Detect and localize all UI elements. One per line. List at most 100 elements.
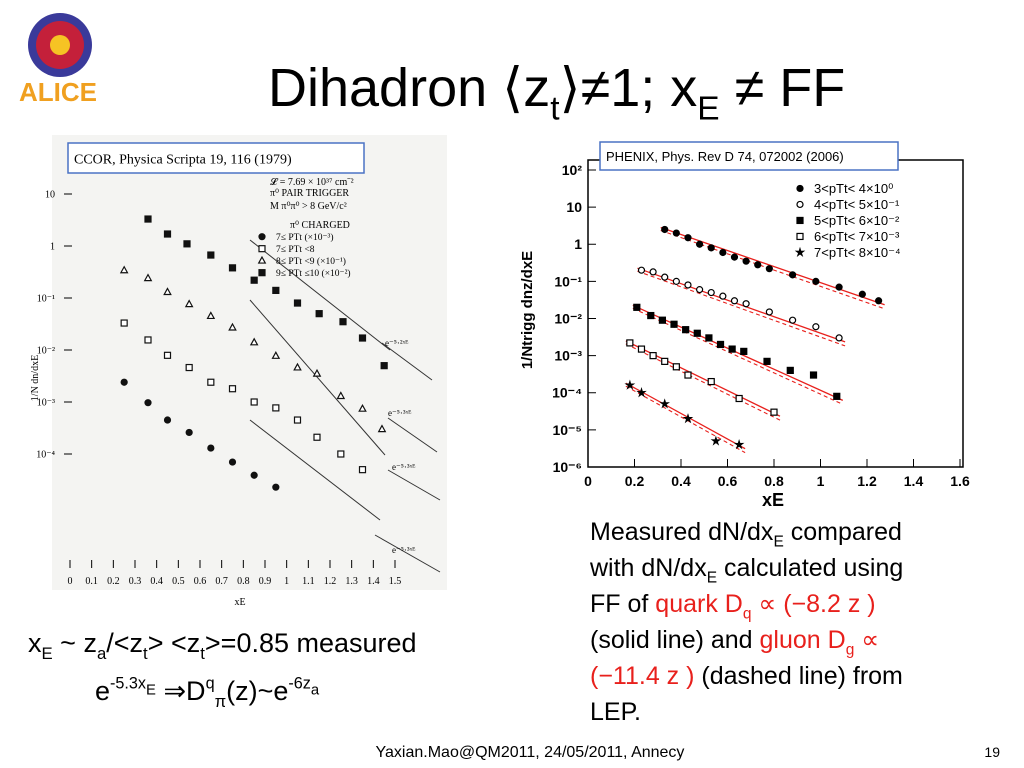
text-run: ⇒D bbox=[156, 676, 206, 706]
source-box bbox=[67, 142, 365, 174]
data-point bbox=[809, 371, 818, 379]
data-point bbox=[144, 336, 152, 344]
text-run: E bbox=[42, 644, 53, 663]
data-point bbox=[649, 268, 657, 276]
data-point bbox=[250, 398, 258, 406]
annotation: e⁻⁵·³ˣᴱ bbox=[392, 545, 416, 555]
legend-marker bbox=[796, 232, 804, 241]
fit-line bbox=[249, 299, 386, 456]
x-tick-label: 0.8 bbox=[764, 473, 784, 489]
data-point bbox=[633, 303, 641, 311]
text-run: (z)~e bbox=[226, 676, 288, 706]
y-tick-label: 10⁻¹ bbox=[37, 294, 55, 305]
data-point bbox=[250, 276, 258, 284]
data-point bbox=[707, 288, 715, 297]
fit-line bbox=[249, 419, 381, 521]
caption-line: with dN/dxE calculated using bbox=[589, 554, 903, 586]
data-point bbox=[875, 297, 883, 305]
x-tick-label: 1.2 bbox=[857, 473, 877, 489]
fit-line bbox=[249, 239, 391, 351]
fit-line bbox=[660, 226, 885, 306]
text-run: (dashed line) from bbox=[694, 662, 902, 690]
data-point bbox=[163, 416, 172, 424]
data-point bbox=[336, 391, 346, 400]
data-point bbox=[120, 319, 128, 327]
text-run: ∝ bbox=[854, 626, 879, 654]
data-point bbox=[250, 471, 258, 479]
data-point bbox=[716, 340, 725, 349]
fit-line bbox=[387, 417, 438, 453]
data-point bbox=[659, 398, 670, 409]
data-point bbox=[735, 394, 743, 403]
data-point bbox=[695, 286, 704, 294]
legend-label: 9≤ PTt ≤10 (×10⁻²) bbox=[276, 268, 351, 279]
legend-label: 5<pTt< 6×10⁻² bbox=[814, 213, 900, 228]
data-point bbox=[163, 351, 172, 359]
data-point bbox=[835, 334, 843, 342]
text-run: ⟩≠1; x bbox=[560, 58, 698, 118]
x-tick-label: 1.4 bbox=[367, 576, 380, 587]
data-point bbox=[672, 363, 680, 371]
data-point bbox=[658, 316, 667, 324]
x-tick-label: 0.5 bbox=[172, 576, 185, 587]
text-run: t bbox=[200, 644, 205, 663]
fit-line bbox=[387, 469, 441, 501]
data-point bbox=[337, 450, 345, 458]
legend-label: 7≤ PTt <8 bbox=[276, 245, 315, 255]
data-point bbox=[119, 265, 129, 274]
y-tick-label: 10⁻³ bbox=[554, 348, 582, 364]
data-point bbox=[684, 281, 692, 289]
fit-line bbox=[637, 267, 846, 343]
annotation: e⁻⁵·³ˣᴱ bbox=[388, 408, 412, 418]
fit-line bbox=[374, 534, 441, 573]
legend-label: 8≤ PTt <9 (×10⁻¹) bbox=[276, 256, 346, 267]
y-tick-label: 10⁻² bbox=[37, 346, 55, 357]
logo-center bbox=[50, 35, 70, 55]
legend-marker bbox=[258, 245, 266, 253]
y-tick-label: 1 bbox=[574, 236, 582, 252]
text-run: q bbox=[743, 605, 752, 622]
y-tick-label: 10⁻⁵ bbox=[552, 422, 582, 438]
fit-line-dashed bbox=[625, 343, 781, 421]
y-axis-label: 1/Ntrigg dnz/dxE bbox=[519, 251, 536, 369]
data-point bbox=[788, 271, 797, 279]
plot-frame bbox=[587, 159, 964, 468]
data-point bbox=[636, 387, 647, 398]
text-run: E bbox=[697, 91, 719, 128]
x-axis-label: xE bbox=[762, 490, 784, 510]
data-point bbox=[315, 310, 323, 318]
annotation: M π⁰π⁰ > 8 GeV/c² bbox=[270, 201, 347, 212]
text-run: > <z bbox=[148, 628, 201, 658]
x-tick-label: 0 bbox=[68, 576, 73, 587]
data-point bbox=[710, 435, 722, 446]
data-point bbox=[206, 311, 216, 320]
data-point bbox=[661, 273, 669, 281]
data-point bbox=[730, 253, 739, 261]
data-point bbox=[833, 392, 841, 400]
x-tick-label: 1.5 bbox=[389, 576, 402, 587]
data-point bbox=[647, 311, 655, 320]
text-run: E bbox=[146, 683, 156, 699]
data-point bbox=[271, 351, 281, 359]
logo-text: ALICE bbox=[19, 77, 97, 107]
legend-marker bbox=[794, 246, 806, 258]
data-point bbox=[293, 362, 302, 371]
legend-marker bbox=[258, 233, 266, 241]
y-tick-label: 10⁻¹ bbox=[554, 273, 582, 289]
data-point bbox=[858, 290, 866, 298]
y-tick-label: 10⁻⁴ bbox=[36, 450, 55, 461]
data-point bbox=[184, 299, 194, 308]
data-point bbox=[742, 300, 750, 308]
data-point bbox=[339, 318, 347, 326]
data-point bbox=[742, 257, 750, 265]
text-run: -6z bbox=[288, 675, 311, 693]
data-point bbox=[272, 483, 280, 491]
fit-line-dashed bbox=[660, 229, 885, 310]
formula-line: xE ~ za/<zt> <zt>=0.85 measured bbox=[28, 628, 417, 663]
data-point bbox=[719, 292, 727, 300]
text-run: gluon D bbox=[760, 626, 846, 654]
caption-line: Measured dN/dxE compared bbox=[590, 518, 902, 550]
data-point bbox=[684, 234, 692, 242]
y-tick-label: 10⁻² bbox=[554, 310, 582, 326]
